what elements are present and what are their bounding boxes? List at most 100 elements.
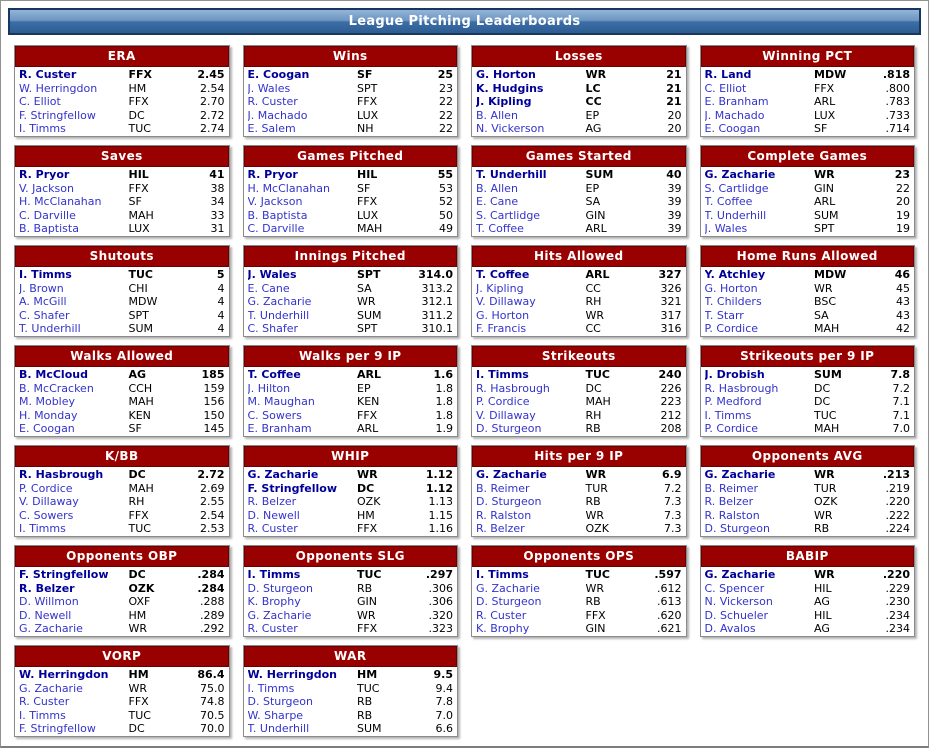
player-name-link[interactable]: G. Horton [476,308,530,322]
player-name-link[interactable]: C. Shafer [19,308,70,322]
player-name-link[interactable]: J. Hilton [247,381,291,395]
player-name-link[interactable]: T. Underhill [704,208,767,222]
player-name-link[interactable]: T. Coffee [247,368,301,381]
player-name-link[interactable]: G. Zacharie [19,681,83,695]
player-name-link[interactable]: R. Belzer [704,495,754,509]
player-name-link[interactable]: R. Hasbrough [19,468,104,481]
player-name-link[interactable]: H. McClanahan [19,195,102,209]
player-name-link[interactable]: T. Starr [704,308,744,322]
player-name-link[interactable]: R. Ralston [476,508,532,522]
player-name-link[interactable]: P. Cordice [19,481,73,495]
player-name-link[interactable]: R. Belzer [247,495,297,509]
player-name-link[interactable]: I. Timms [247,568,301,581]
player-name-link[interactable]: J. Brown [19,281,64,295]
player-name-link[interactable]: E. Branham [704,95,769,109]
player-name-link[interactable]: M. Mobley [19,395,76,409]
player-name-link[interactable]: D. Newell [247,508,300,522]
player-name-link[interactable]: V. Jackson [19,181,74,195]
player-name-link[interactable]: B. McCracken [19,381,94,395]
player-name-link[interactable]: G. Zacharie [19,622,83,636]
player-name-link[interactable]: M. Maughan [247,395,315,409]
player-name-link[interactable]: C. Elliot [19,95,61,109]
player-name-link[interactable]: P. Cordice [704,422,759,436]
player-name-link[interactable]: T. Coffee [704,195,753,209]
player-name-link[interactable]: I. Timms [247,681,295,695]
player-name-link[interactable]: B. Allen [476,181,518,195]
player-name-link[interactable]: R. Custer [19,68,77,81]
player-name-link[interactable]: D. Avalos [704,622,756,636]
player-name-link[interactable]: G. Horton [704,281,758,295]
player-name-link[interactable]: J. Wales [247,268,297,281]
player-name-link[interactable]: E. Salem [247,122,296,136]
player-name-link[interactable]: R. Custer [19,695,70,709]
player-name-link[interactable]: D. Newell [19,608,72,622]
player-name-link[interactable]: I. Timms [476,568,529,581]
player-name-link[interactable]: P. Medford [704,395,762,409]
player-name-link[interactable]: P. Cordice [476,395,530,409]
player-name-link[interactable]: K. Brophy [476,622,530,636]
player-name-link[interactable]: B. McCloud [19,368,88,381]
player-name-link[interactable]: J. Machado [247,108,308,122]
player-name-link[interactable]: Y. Atchley [704,268,766,281]
player-name-link[interactable]: F. Stringfellow [19,568,109,581]
player-name-link[interactable]: K. Brophy [247,595,301,609]
player-name-link[interactable]: R. Custer [247,522,298,536]
player-name-link[interactable]: W. Sharpe [247,708,304,722]
player-name-link[interactable]: R. Hasbrough [476,381,550,395]
player-name-link[interactable]: R. Hasbrough [704,381,779,395]
player-name-link[interactable]: E. Coogan [704,122,761,136]
player-name-link[interactable]: E. Branham [247,422,312,436]
player-name-link[interactable]: G. Zacharie [704,468,776,481]
player-name-link[interactable]: F. Stringfellow [19,108,96,122]
player-name-link[interactable]: E. Coogan [247,68,310,81]
player-name-link[interactable]: C. Sowers [19,508,74,522]
player-name-link[interactable]: T. Coffee [476,268,530,281]
player-name-link[interactable]: F. Stringfellow [247,481,338,495]
player-name-link[interactable]: H. McClanahan [247,181,330,195]
player-name-link[interactable]: J. Wales [247,81,291,95]
player-name-link[interactable]: D. Willmon [19,595,79,609]
player-name-link[interactable]: T. Underhill [247,308,310,322]
player-name-link[interactable]: V. Dillaway [19,495,79,509]
player-name-link[interactable]: D. Sturgeon [704,522,771,536]
player-name-link[interactable]: R. Belzer [476,522,525,536]
player-name-link[interactable]: B. Baptista [19,222,79,236]
player-name-link[interactable]: N. Vickerson [476,122,545,136]
player-name-link[interactable]: G. Zacharie [247,608,312,622]
player-name-link[interactable]: D. Sturgeon [476,422,542,436]
player-name-link[interactable]: D. Sturgeon [476,595,542,609]
player-name-link[interactable]: S. Cartlidge [476,208,541,222]
player-name-link[interactable]: K. Hudgins [476,81,544,95]
player-name-link[interactable]: B. Baptista [247,208,308,222]
player-name-link[interactable]: N. Vickerson [704,595,773,609]
player-name-link[interactable]: R. Belzer [19,581,75,595]
player-name-link[interactable]: G. Zacharie [247,295,312,309]
player-name-link[interactable]: J. Drobish [704,368,765,381]
player-name-link[interactable]: I. Timms [704,408,752,422]
player-name-link[interactable]: C. Spencer [704,581,765,595]
player-name-link[interactable]: R. Custer [247,95,298,109]
player-name-link[interactable]: C. Darville [247,222,305,236]
player-name-link[interactable]: B. Reimer [476,481,530,495]
player-name-link[interactable]: E. Cane [476,195,519,209]
player-name-link[interactable]: T. Underhill [476,168,547,181]
player-name-link[interactable]: E. Cane [247,281,290,295]
player-name-link[interactable]: W. Herringdon [247,668,338,681]
player-name-link[interactable]: C. Elliot [704,81,747,95]
player-name-link[interactable]: R. Ralston [704,508,760,522]
player-name-link[interactable]: I. Timms [19,122,66,136]
player-name-link[interactable]: I. Timms [19,268,72,281]
player-name-link[interactable]: I. Timms [19,708,66,722]
player-name-link[interactable]: B. Allen [476,108,518,122]
player-name-link[interactable]: A. McGill [19,295,67,309]
player-name-link[interactable]: T. Childers [704,295,762,309]
player-name-link[interactable]: G. Zacharie [476,581,540,595]
player-name-link[interactable]: I. Timms [19,522,66,536]
player-name-link[interactable]: J. Wales [704,222,748,236]
player-name-link[interactable]: J. Machado [704,108,765,122]
player-name-link[interactable]: J. Kipling [476,95,532,109]
player-name-link[interactable]: R. Custer [247,622,298,636]
player-name-link[interactable]: B. Reimer [704,481,759,495]
player-name-link[interactable]: J. Kipling [476,281,524,295]
player-name-link[interactable]: D. Sturgeon [247,581,314,595]
